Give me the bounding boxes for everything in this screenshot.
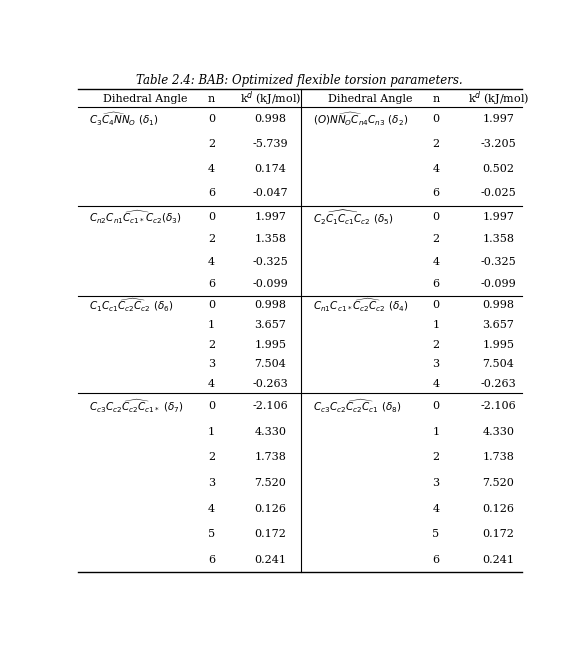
Text: 0.172: 0.172 bbox=[483, 529, 514, 539]
Text: -0.025: -0.025 bbox=[480, 188, 517, 198]
Text: 0: 0 bbox=[208, 212, 215, 222]
Text: -0.325: -0.325 bbox=[253, 257, 288, 267]
Text: 0.174: 0.174 bbox=[254, 164, 286, 174]
Text: -0.263: -0.263 bbox=[480, 378, 517, 389]
Text: 0: 0 bbox=[208, 401, 215, 411]
Text: 5: 5 bbox=[432, 529, 439, 539]
Text: -2.106: -2.106 bbox=[253, 401, 288, 411]
Text: 1.997: 1.997 bbox=[483, 212, 514, 222]
Text: 4: 4 bbox=[432, 504, 439, 514]
Text: 0.241: 0.241 bbox=[483, 554, 514, 565]
Text: 4.330: 4.330 bbox=[254, 426, 286, 437]
Text: 2: 2 bbox=[208, 139, 215, 149]
Text: 0: 0 bbox=[432, 300, 439, 311]
Text: 2: 2 bbox=[208, 452, 215, 462]
Text: $C_{c3}C_{c2}\widehat{C_{c2}C}_{c1*}\ (\delta_7)$: $C_{c3}C_{c2}\widehat{C_{c2}C}_{c1*}\ (\… bbox=[89, 397, 184, 415]
Text: -0.047: -0.047 bbox=[253, 188, 288, 198]
Text: -0.263: -0.263 bbox=[253, 378, 288, 389]
Text: -0.099: -0.099 bbox=[480, 280, 517, 289]
Text: $C_2\widehat{C_1C_{c1}}C_{c2}\ (\delta_5)$: $C_2\widehat{C_1C_{c1}}C_{c2}\ (\delta_5… bbox=[314, 208, 394, 226]
Text: 4.330: 4.330 bbox=[483, 426, 514, 437]
Text: 2: 2 bbox=[432, 139, 439, 149]
Text: 1.738: 1.738 bbox=[254, 452, 286, 462]
Text: 4: 4 bbox=[432, 164, 439, 174]
Text: 0.998: 0.998 bbox=[483, 300, 514, 311]
Text: 1.997: 1.997 bbox=[483, 114, 514, 124]
Text: 1.997: 1.997 bbox=[254, 212, 286, 222]
Text: 2: 2 bbox=[432, 339, 439, 350]
Text: 7.520: 7.520 bbox=[483, 478, 514, 488]
Text: 7.504: 7.504 bbox=[483, 359, 514, 369]
Text: 1: 1 bbox=[208, 426, 215, 437]
Text: k$^d$ (kJ/mol): k$^d$ (kJ/mol) bbox=[468, 90, 529, 109]
Text: n: n bbox=[432, 94, 439, 104]
Text: 1.995: 1.995 bbox=[483, 339, 514, 350]
Text: 1.358: 1.358 bbox=[483, 235, 514, 244]
Text: 3: 3 bbox=[432, 359, 439, 369]
Text: 2: 2 bbox=[432, 235, 439, 244]
Text: Table 2.4: BAB: Optimized flexible torsion parameters.: Table 2.4: BAB: Optimized flexible torsi… bbox=[136, 73, 463, 86]
Text: $(O)N\widehat{N_OC}_{n4}C_{n3}\ (\delta_2)$: $(O)N\widehat{N_OC}_{n4}C_{n3}\ (\delta_… bbox=[314, 111, 409, 128]
Text: 4: 4 bbox=[432, 257, 439, 267]
Text: 2: 2 bbox=[208, 235, 215, 244]
Text: 0: 0 bbox=[432, 114, 439, 124]
Text: 1: 1 bbox=[208, 320, 215, 330]
Text: 1.995: 1.995 bbox=[254, 339, 286, 350]
Text: 6: 6 bbox=[208, 280, 215, 289]
Text: -0.325: -0.325 bbox=[480, 257, 517, 267]
Text: k$^d$ (kJ/mol): k$^d$ (kJ/mol) bbox=[240, 90, 301, 109]
Text: 1.358: 1.358 bbox=[254, 235, 286, 244]
Text: 0.998: 0.998 bbox=[254, 114, 286, 124]
Text: 5: 5 bbox=[208, 529, 215, 539]
Text: -2.106: -2.106 bbox=[480, 401, 517, 411]
Text: 3.657: 3.657 bbox=[254, 320, 286, 330]
Text: -3.205: -3.205 bbox=[480, 139, 517, 149]
Text: 3.657: 3.657 bbox=[483, 320, 514, 330]
Text: 6: 6 bbox=[432, 554, 439, 565]
Text: 4: 4 bbox=[432, 378, 439, 389]
Text: 0.126: 0.126 bbox=[483, 504, 514, 514]
Text: Dihedral Angle: Dihedral Angle bbox=[104, 94, 188, 104]
Text: 6: 6 bbox=[432, 188, 439, 198]
Text: 3: 3 bbox=[432, 478, 439, 488]
Text: 4: 4 bbox=[208, 378, 215, 389]
Text: $C_{c3}C_{c2}\widehat{C_{c2}C}_{c1}\ (\delta_8)$: $C_{c3}C_{c2}\widehat{C_{c2}C}_{c1}\ (\d… bbox=[314, 397, 402, 415]
Text: 0.998: 0.998 bbox=[254, 300, 286, 311]
Text: 0.172: 0.172 bbox=[254, 529, 286, 539]
Text: 7.504: 7.504 bbox=[254, 359, 286, 369]
Text: $C_3\widehat{C_4N}N_O\ (\delta_1)$: $C_3\widehat{C_4N}N_O\ (\delta_1)$ bbox=[89, 111, 159, 128]
Text: 0: 0 bbox=[208, 114, 215, 124]
Text: 4: 4 bbox=[208, 164, 215, 174]
Text: n: n bbox=[208, 94, 215, 104]
Text: 0: 0 bbox=[432, 212, 439, 222]
Text: -5.739: -5.739 bbox=[253, 139, 288, 149]
Text: 2: 2 bbox=[208, 339, 215, 350]
Text: 4: 4 bbox=[208, 257, 215, 267]
Text: 3: 3 bbox=[208, 478, 215, 488]
Text: Dihedral Angle: Dihedral Angle bbox=[328, 94, 412, 104]
Text: 7.520: 7.520 bbox=[254, 478, 286, 488]
Text: 6: 6 bbox=[432, 280, 439, 289]
Text: $C_{n1}C_{c1*}\widehat{C_{c2}C}_{c2}\ (\delta_4)$: $C_{n1}C_{c1*}\widehat{C_{c2}C}_{c2}\ (\… bbox=[314, 297, 409, 314]
Text: 1.738: 1.738 bbox=[483, 452, 514, 462]
Text: 4: 4 bbox=[208, 504, 215, 514]
Text: 6: 6 bbox=[208, 188, 215, 198]
Text: -0.099: -0.099 bbox=[253, 280, 288, 289]
Text: 0: 0 bbox=[208, 300, 215, 311]
Text: 0: 0 bbox=[432, 401, 439, 411]
Text: 1: 1 bbox=[432, 320, 439, 330]
Text: 3: 3 bbox=[208, 359, 215, 369]
Text: 2: 2 bbox=[432, 452, 439, 462]
Text: 6: 6 bbox=[208, 554, 215, 565]
Text: 0.126: 0.126 bbox=[254, 504, 286, 514]
Text: 0.241: 0.241 bbox=[254, 554, 286, 565]
Text: $C_1C_{c1}\widehat{C_{c2}C}_{c2}\ (\delta_6)$: $C_1C_{c1}\widehat{C_{c2}C}_{c2}\ (\delt… bbox=[89, 297, 174, 314]
Text: 0.502: 0.502 bbox=[483, 164, 514, 174]
Text: 1: 1 bbox=[432, 426, 439, 437]
Text: $C_{n2}C_{n1}\widehat{C_{c1*}}C_{c2}(\delta_3)$: $C_{n2}C_{n1}\widehat{C_{c1*}}C_{c2}(\de… bbox=[89, 208, 182, 226]
